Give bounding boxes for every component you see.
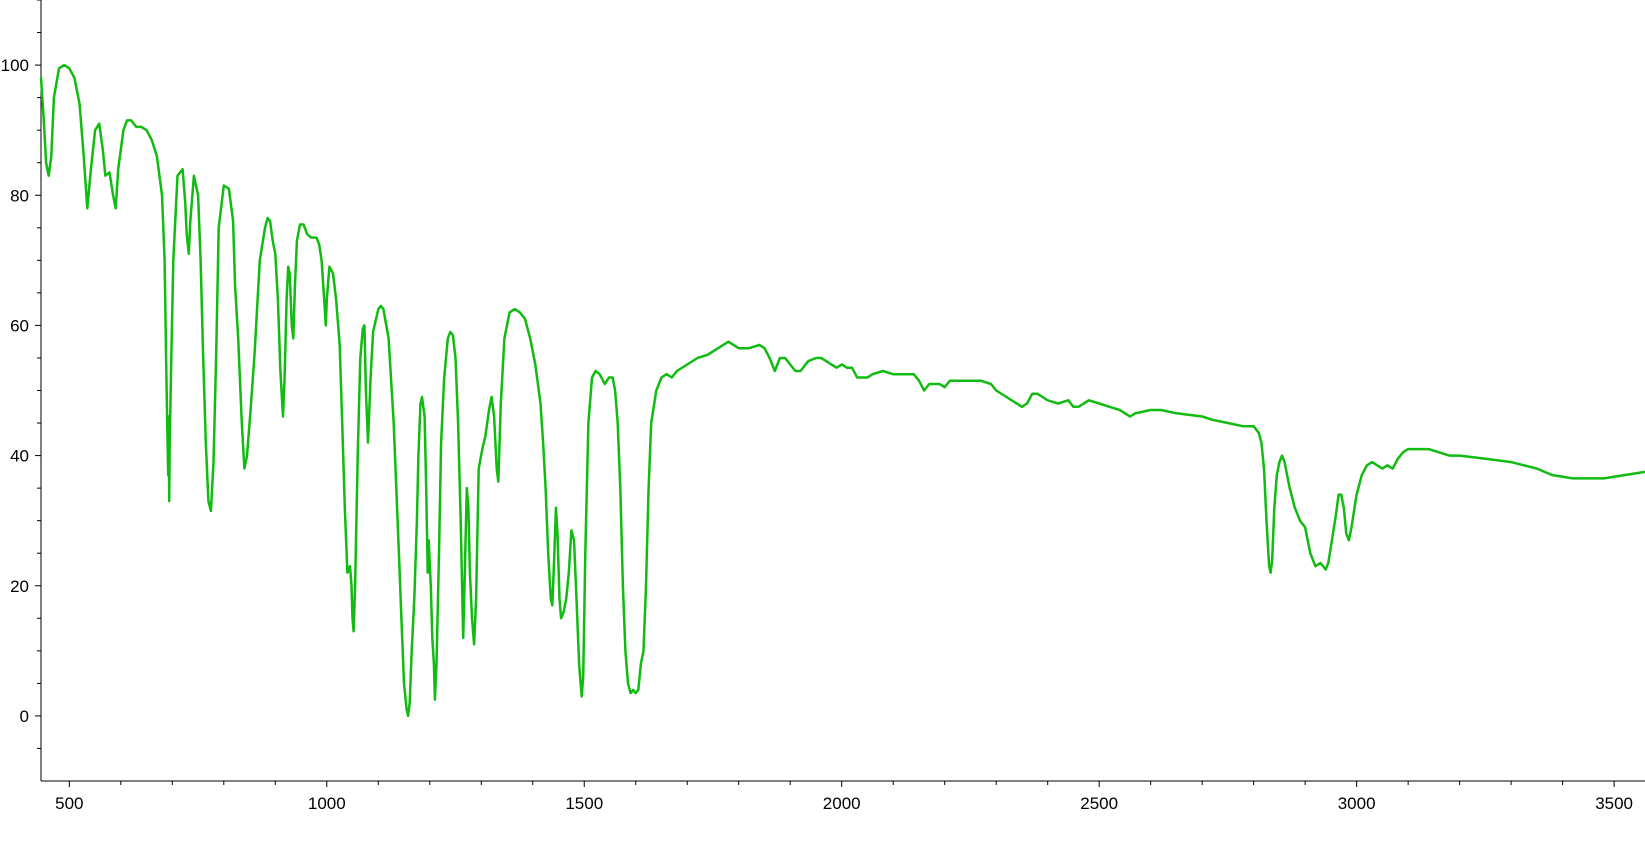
y-tick-label: 80 bbox=[10, 186, 29, 205]
x-tick-label: 1500 bbox=[565, 794, 603, 813]
y-tick-label: 100 bbox=[1, 56, 29, 75]
y-tick-label: 20 bbox=[10, 577, 29, 596]
y-tick-label: 0 bbox=[20, 707, 29, 726]
tick-marks bbox=[35, 0, 1615, 787]
x-tick-label: 3000 bbox=[1338, 794, 1376, 813]
tick-labels: 500 1000 1500 2000 2500 3000 3500 0 20 40 60 80 100 bbox=[1, 56, 1633, 813]
y-tick-label: 60 bbox=[10, 316, 29, 335]
x-tick-label: 500 bbox=[55, 794, 83, 813]
x-tick-label: 1000 bbox=[308, 794, 346, 813]
x-tick-label: 3500 bbox=[1595, 794, 1633, 813]
x-tick-label: 2500 bbox=[1080, 794, 1118, 813]
spectrum-line bbox=[39, 63, 1645, 718]
x-tick-label: 2000 bbox=[823, 794, 861, 813]
plot-area bbox=[39, 63, 1645, 718]
y-tick-label: 40 bbox=[10, 447, 29, 466]
